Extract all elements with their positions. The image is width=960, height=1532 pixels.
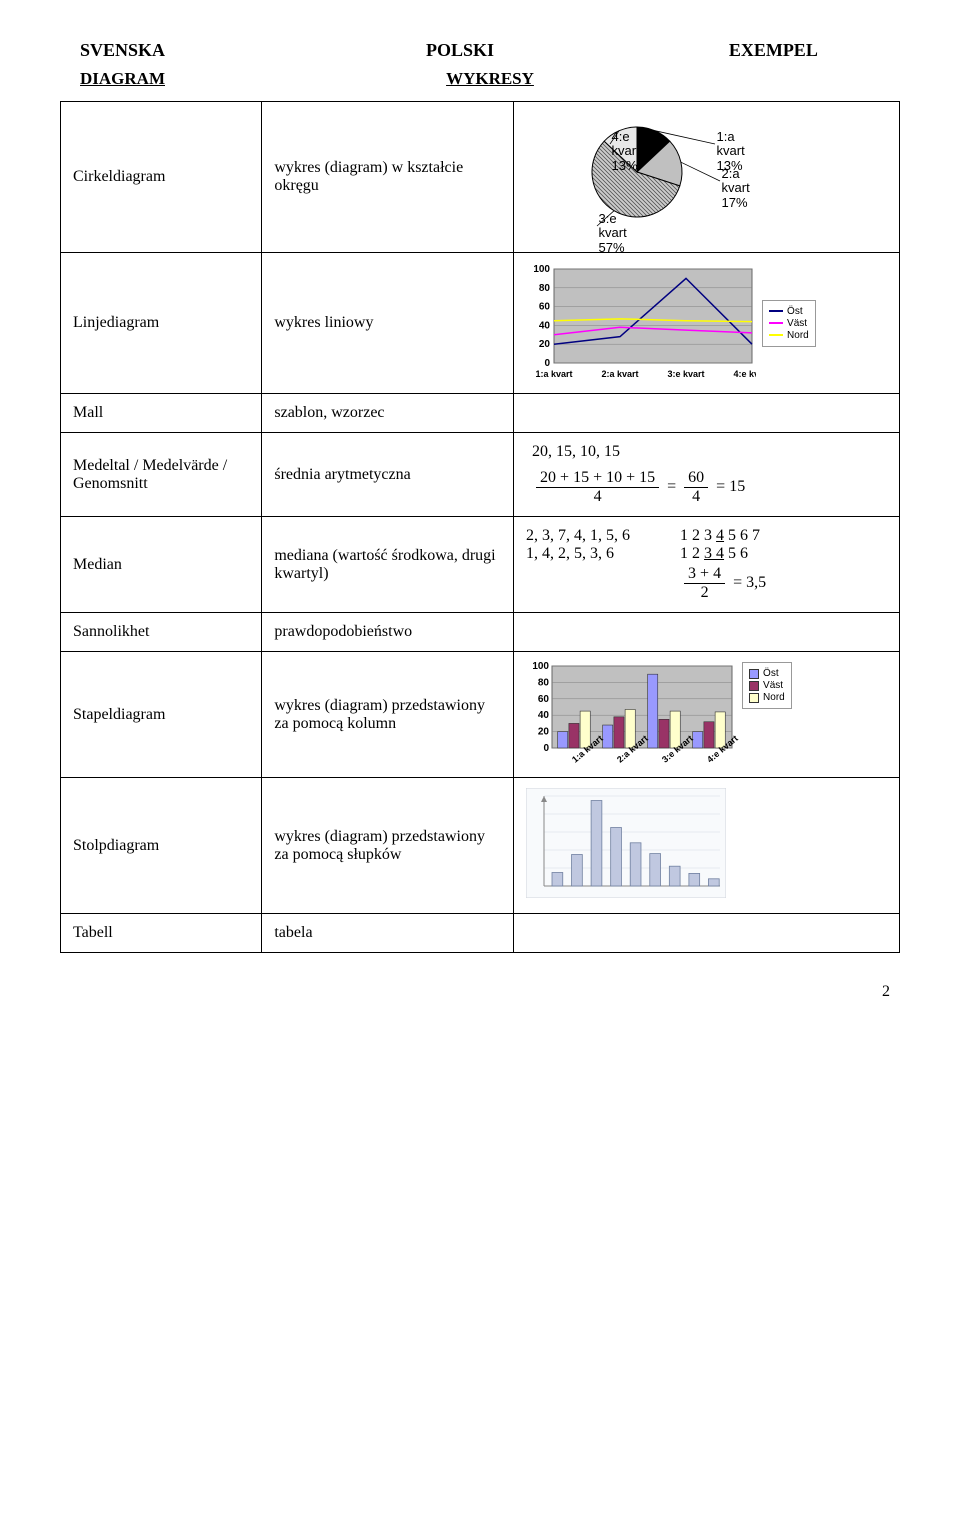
- main-table: Cirkeldiagram wykres (diagram) w kształc…: [60, 101, 900, 953]
- svg-text:100: 100: [533, 264, 550, 275]
- bar-legend: ÖstVästNord: [742, 662, 792, 709]
- bar-chart: 0204060801001:a kvart2:a kvart3:e kvart4…: [526, 662, 887, 767]
- cell-pie-chart: 1:akvart13%2:akvart17%3:ekvart57%4:ekvar…: [514, 102, 900, 253]
- cell-pl-medel: średnia arytmetyczna: [262, 433, 514, 517]
- cell-mean-example: 20, 15, 10, 15 20 + 15 + 10 + 154 = 604 …: [514, 433, 900, 517]
- bar-svg: 0 20 40 60 80 100: [526, 662, 736, 752]
- cell-pl-tabell: tabela: [262, 914, 514, 953]
- svg-text:4:e kvart: 4:e kvart: [734, 369, 757, 379]
- svg-text:60: 60: [538, 694, 550, 705]
- subheader-diagram: DIAGRAM: [60, 69, 353, 89]
- svg-text:40: 40: [539, 320, 551, 331]
- cell-sv-tabell: Tabell: [61, 914, 262, 953]
- cell-pl-median: mediana (wartość środkowa, drugi kwartyl…: [262, 517, 514, 613]
- svg-text:80: 80: [539, 283, 551, 294]
- row-tabell: Tabell tabela: [61, 914, 900, 953]
- row-stolpdiagram: Stolpdiagram wykres (diagram) przedstawi…: [61, 778, 900, 914]
- svg-text:60: 60: [539, 302, 551, 313]
- row-medeltal: Medeltal / Medelvärde / Genomsnitt średn…: [61, 433, 900, 517]
- svg-text:1:a kvart: 1:a kvart: [536, 369, 573, 379]
- svg-text:20: 20: [539, 339, 551, 350]
- median-line2-left: 1, 4, 2, 5, 3, 6: [526, 545, 656, 563]
- row-cirkeldiagram: Cirkeldiagram wykres (diagram) w kształc…: [61, 102, 900, 253]
- svg-text:0: 0: [544, 358, 550, 369]
- svg-text:80: 80: [538, 677, 550, 688]
- cell-pl-stapel: wykres (diagram) przedstawiony za pomocą…: [262, 652, 514, 778]
- median-formula: 3 + 42 = 3,5: [680, 565, 766, 602]
- cell-pl-mall: szablon, wzorzec: [262, 394, 514, 433]
- cell-sv-medel: Medeltal / Medelvärde / Genomsnitt: [61, 433, 262, 517]
- cell-line-chart: 0 20 40 60 80 100 1:a kvart 2:a kvart 3:e kvart 4…: [514, 253, 900, 394]
- svg-text:20: 20: [538, 727, 550, 738]
- median-line1-right: 1 2 3 4 5 6 7: [680, 527, 766, 545]
- cell-sv-stapel: Stapeldiagram: [61, 652, 262, 778]
- subheader-wykresy: WYKRESY: [353, 69, 626, 89]
- svg-text:100: 100: [532, 662, 549, 672]
- row-stapeldiagram: Stapeldiagram wykres (diagram) przedstaw…: [61, 652, 900, 778]
- svg-text:3:e kvart: 3:e kvart: [668, 369, 705, 379]
- row-sannolikhet: Sannolikhet prawdopodobieństwo: [61, 613, 900, 652]
- mean-formula: 20 + 15 + 10 + 154 = 604 = 15: [532, 469, 887, 506]
- row-linjediagram: Linjediagram wykres liniowy 0 20 40 60 80 100…: [61, 253, 900, 394]
- header-row: SVENSKA POLSKI EXEMPEL: [60, 40, 900, 61]
- cell-stolp-chart: [514, 778, 900, 914]
- cell-median-example: 2, 3, 7, 4, 1, 5, 6 1, 4, 2, 5, 3, 6 1 2…: [514, 517, 900, 613]
- cell-sv-mall: Mall: [61, 394, 262, 433]
- stolp-svg: [526, 788, 726, 898]
- page-number: 2: [60, 983, 900, 1001]
- line-svg: 0 20 40 60 80 100 1:a kvart 2:a kvart 3:e kvart 4…: [526, 263, 756, 383]
- cell-sv-median: Median: [61, 517, 262, 613]
- header-exempel: EXEMPEL: [587, 40, 900, 61]
- median-line1-left: 2, 3, 7, 4, 1, 5, 6: [526, 527, 656, 545]
- line-legend: ÖstVästNord: [762, 300, 816, 347]
- svg-text:40: 40: [538, 710, 550, 721]
- pie-chart: 1:akvart13%2:akvart17%3:ekvart57%4:ekvar…: [526, 112, 887, 242]
- subheader-row: DIAGRAM WYKRESY: [60, 69, 900, 89]
- row-median: Median mediana (wartość środkowa, drugi …: [61, 517, 900, 613]
- pie-label-2: 3:ekvart57%: [599, 212, 627, 255]
- pie-label-1: 2:akvart17%: [722, 167, 750, 210]
- cell-pl-linje: wykres liniowy: [262, 253, 514, 394]
- cell-tabell-empty: [514, 914, 900, 953]
- cell-mall-empty: [514, 394, 900, 433]
- cell-sv-stolp: Stolpdiagram: [61, 778, 262, 914]
- header-svenska: SVENSKA: [60, 40, 333, 61]
- header-polski: POLSKI: [333, 40, 586, 61]
- stolp-chart: [526, 788, 887, 903]
- cell-sv-cirkel: Cirkeldiagram: [61, 102, 262, 253]
- cell-bar-chart: 0204060801001:a kvart2:a kvart3:e kvart4…: [514, 652, 900, 778]
- cell-pl-sanno: prawdopodobieństwo: [262, 613, 514, 652]
- cell-pl-stolp: wykres (diagram) przedstawiony za pomocą…: [262, 778, 514, 914]
- cell-sv-linje: Linjediagram: [61, 253, 262, 394]
- cell-pl-cirkel: wykres (diagram) w kształcie okręgu: [262, 102, 514, 253]
- pie-label-3: 4:ekvart13%: [612, 130, 640, 173]
- cell-sanno-empty: [514, 613, 900, 652]
- cell-sv-sanno: Sannolikhet: [61, 613, 262, 652]
- svg-text:0: 0: [543, 743, 549, 752]
- line-chart: 0 20 40 60 80 100 1:a kvart 2:a kvart 3:e kvart 4…: [526, 263, 887, 383]
- median-line2-right: 1 2 3 4 5 6: [680, 545, 766, 563]
- svg-text:2:a kvart: 2:a kvart: [602, 369, 639, 379]
- row-mall: Mall szablon, wzorzec: [61, 394, 900, 433]
- mean-list: 20, 15, 10, 15: [532, 443, 887, 461]
